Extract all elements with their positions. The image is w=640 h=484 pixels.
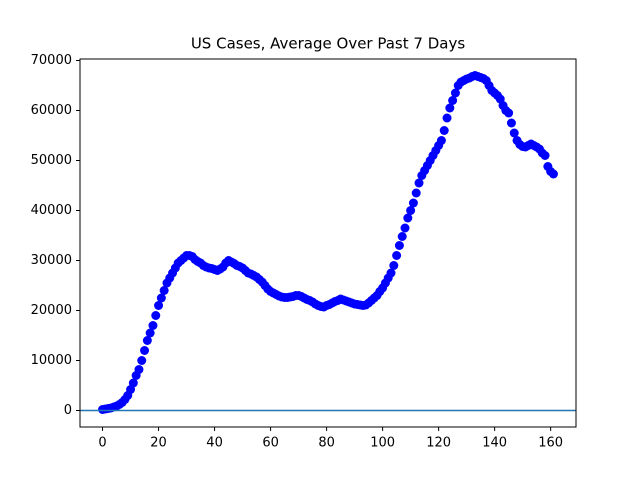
point [148, 321, 158, 330]
point [540, 151, 550, 160]
x-tick-label: 100 [370, 436, 395, 451]
y-tick-label: 0 [64, 403, 72, 418]
point [154, 301, 164, 310]
point [140, 346, 150, 355]
point [439, 126, 449, 135]
point [442, 113, 452, 123]
point [400, 223, 410, 233]
point [386, 268, 396, 278]
x-tick-label: 20 [150, 436, 167, 451]
point [448, 96, 458, 105]
x-tick-label: 60 [262, 436, 279, 451]
point [397, 232, 407, 241]
y-tick-label: 40000 [31, 203, 72, 218]
point [411, 188, 421, 198]
x-tick-label: 120 [426, 436, 451, 451]
point [389, 261, 399, 270]
point [406, 206, 416, 215]
point [408, 198, 418, 208]
x-tick-label: 40 [206, 436, 223, 451]
point [151, 311, 161, 320]
point [445, 103, 455, 113]
point [134, 365, 144, 374]
point [414, 178, 424, 188]
point [145, 328, 155, 338]
x-tick-label: 160 [538, 436, 563, 451]
point [548, 169, 558, 179]
point [509, 128, 519, 138]
point [450, 88, 460, 98]
x-tick-label: 80 [318, 436, 335, 451]
point [128, 378, 138, 388]
point [392, 251, 402, 260]
plot-frame [79, 58, 577, 428]
point [394, 241, 404, 250]
point [436, 136, 446, 145]
point [506, 118, 516, 128]
y-tick-label: 10000 [31, 353, 72, 368]
y-tick-label: 60000 [31, 103, 72, 118]
chart-title: US Cases, Average Over Past 7 Days [191, 35, 465, 53]
y-tick-label: 50000 [31, 153, 72, 168]
x-tick-label: 140 [482, 436, 507, 451]
point [142, 336, 152, 345]
point [504, 108, 514, 118]
point [156, 293, 166, 303]
y-tick-label: 70000 [31, 53, 72, 68]
point [403, 213, 413, 223]
x-tick-label: 0 [98, 436, 106, 451]
y-tick-label: 30000 [31, 253, 72, 268]
y-tick-label: 20000 [31, 303, 72, 318]
point [159, 286, 169, 295]
point [137, 356, 147, 365]
